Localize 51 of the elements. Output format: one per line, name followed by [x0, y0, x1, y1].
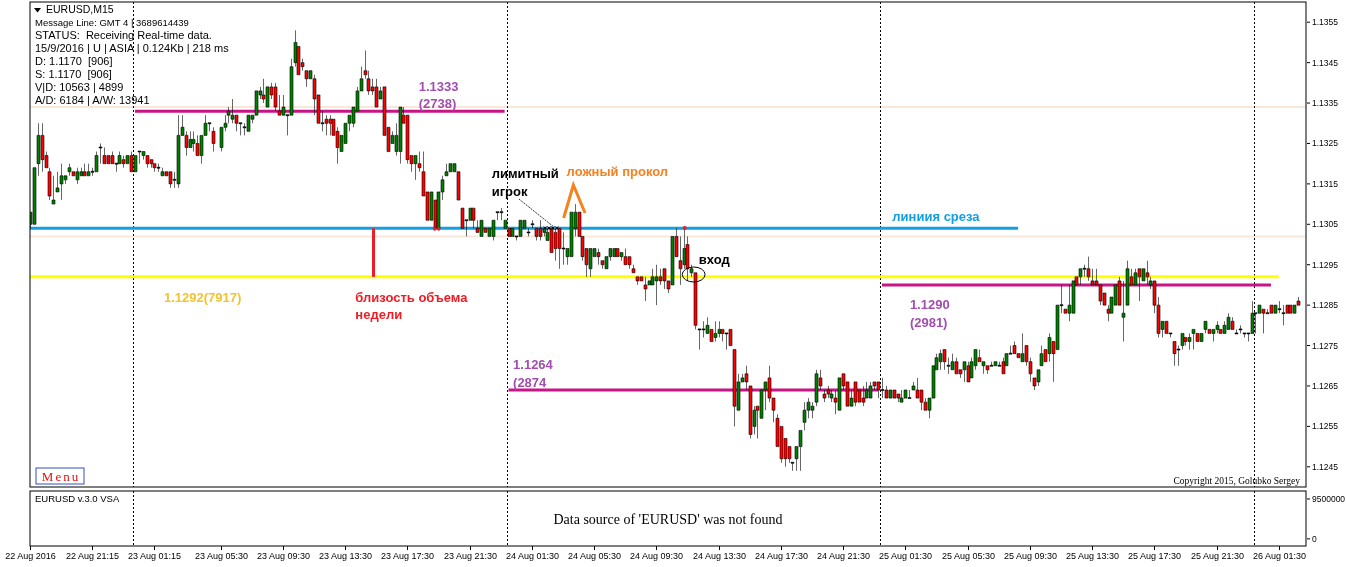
x-tick-label: 25 Aug 21:30 — [1190, 551, 1245, 561]
y-tick-label: 1.1275 — [1312, 340, 1339, 351]
y-tick-label: 1.1295 — [1312, 259, 1339, 270]
annotation: Copyright 2015, Golubko Sergey — [1173, 476, 1301, 486]
y-tick-label: 1.1315 — [1312, 178, 1339, 189]
x-tick-label: 22 Aug 2016 — [5, 551, 56, 561]
x-tick-label: 25 Aug 09:30 — [1003, 551, 1058, 561]
x-tick-label: 25 Aug 01:30 — [878, 551, 933, 561]
annotation: 1.1292(7917) — [163, 290, 242, 305]
annotation: 1.1290 (2981) — [909, 297, 950, 330]
annotation: близость объема недели — [355, 289, 469, 323]
x-tick-label: 24 Aug 05:30 — [567, 551, 622, 561]
x-tick-label: 23 Aug 17:30 — [380, 551, 435, 561]
y-tick-label: 1.1335 — [1312, 98, 1339, 109]
annotation: линиия среза — [892, 209, 981, 224]
y-tick-label: 1.1255 — [1312, 421, 1339, 432]
annotation: 1.1264 (2874 — [513, 357, 554, 390]
x-tick-label: 23 Aug 05:30 — [194, 551, 249, 561]
y-tick-label: 1.1305 — [1312, 219, 1339, 230]
annotation: Menu — [41, 469, 81, 484]
annotation: Data source of 'EURUSD' was not found — [553, 511, 783, 527]
text: Message Line: GMT 4 | 3689614439 STATUS: Receiving Real-time data. 15/9/2016 | U | ASIA | 0.124Kb | 218 ms D: 1.1170 [906] S: 1.1170 [906] V|D: 10563 | 4899 A/D: 6184 | A/W: 13941 — [35, 17, 230, 106]
x-tick-label: 25 Aug 05:30 — [941, 551, 996, 561]
x-tick-label: 23 Aug 09:30 — [256, 551, 311, 561]
chart-title: EURUSD v.3.0 VSA — [35, 493, 120, 504]
x-tick-label: 25 Aug 13:30 — [1065, 551, 1120, 561]
annotation: 1.1333 (2738) — [418, 78, 459, 111]
x-tick-label: 24 Aug 13:30 — [692, 551, 747, 561]
y-tick-label: 1.1285 — [1312, 300, 1339, 311]
x-tick-label: 24 Aug 21:30 — [816, 551, 871, 561]
annotation: лимитный игрок — [491, 166, 559, 199]
annotation: ложный прокол — [566, 164, 669, 179]
y-tick-label: 1.1345 — [1312, 57, 1339, 68]
y-tick-label: 9500000 — [1312, 493, 1346, 504]
x-tick-label: 23 Aug 01:15 — [127, 551, 182, 561]
x-tick-label: 23 Aug 13:30 — [318, 551, 373, 561]
x-tick-label: 22 Aug 21:15 — [65, 551, 120, 561]
y-tick-label: 1.1325 — [1312, 138, 1339, 149]
x-tick-label: 24 Aug 17:30 — [754, 551, 809, 561]
menu-button: Menu — [35, 467, 85, 485]
x-tick-label: 24 Aug 09:30 — [629, 551, 684, 561]
y-tick-label: 1.1355 — [1312, 17, 1339, 28]
x-tick-label: 23 Aug 21:30 — [443, 551, 498, 561]
annotation: вход — [698, 252, 731, 267]
x-tick-label: 25 Aug 17:30 — [1127, 551, 1182, 561]
y-tick-label: 0 — [1312, 533, 1317, 544]
y-tick-label: 1.1245 — [1312, 461, 1339, 472]
x-tick-label: 24 Aug 01:30 — [505, 551, 560, 561]
chart-title: EURUSD,M15 — [46, 3, 114, 15]
x-tick-label: 26 Aug 01:30 — [1252, 551, 1307, 561]
y-tick-label: 1.1265 — [1312, 380, 1339, 391]
